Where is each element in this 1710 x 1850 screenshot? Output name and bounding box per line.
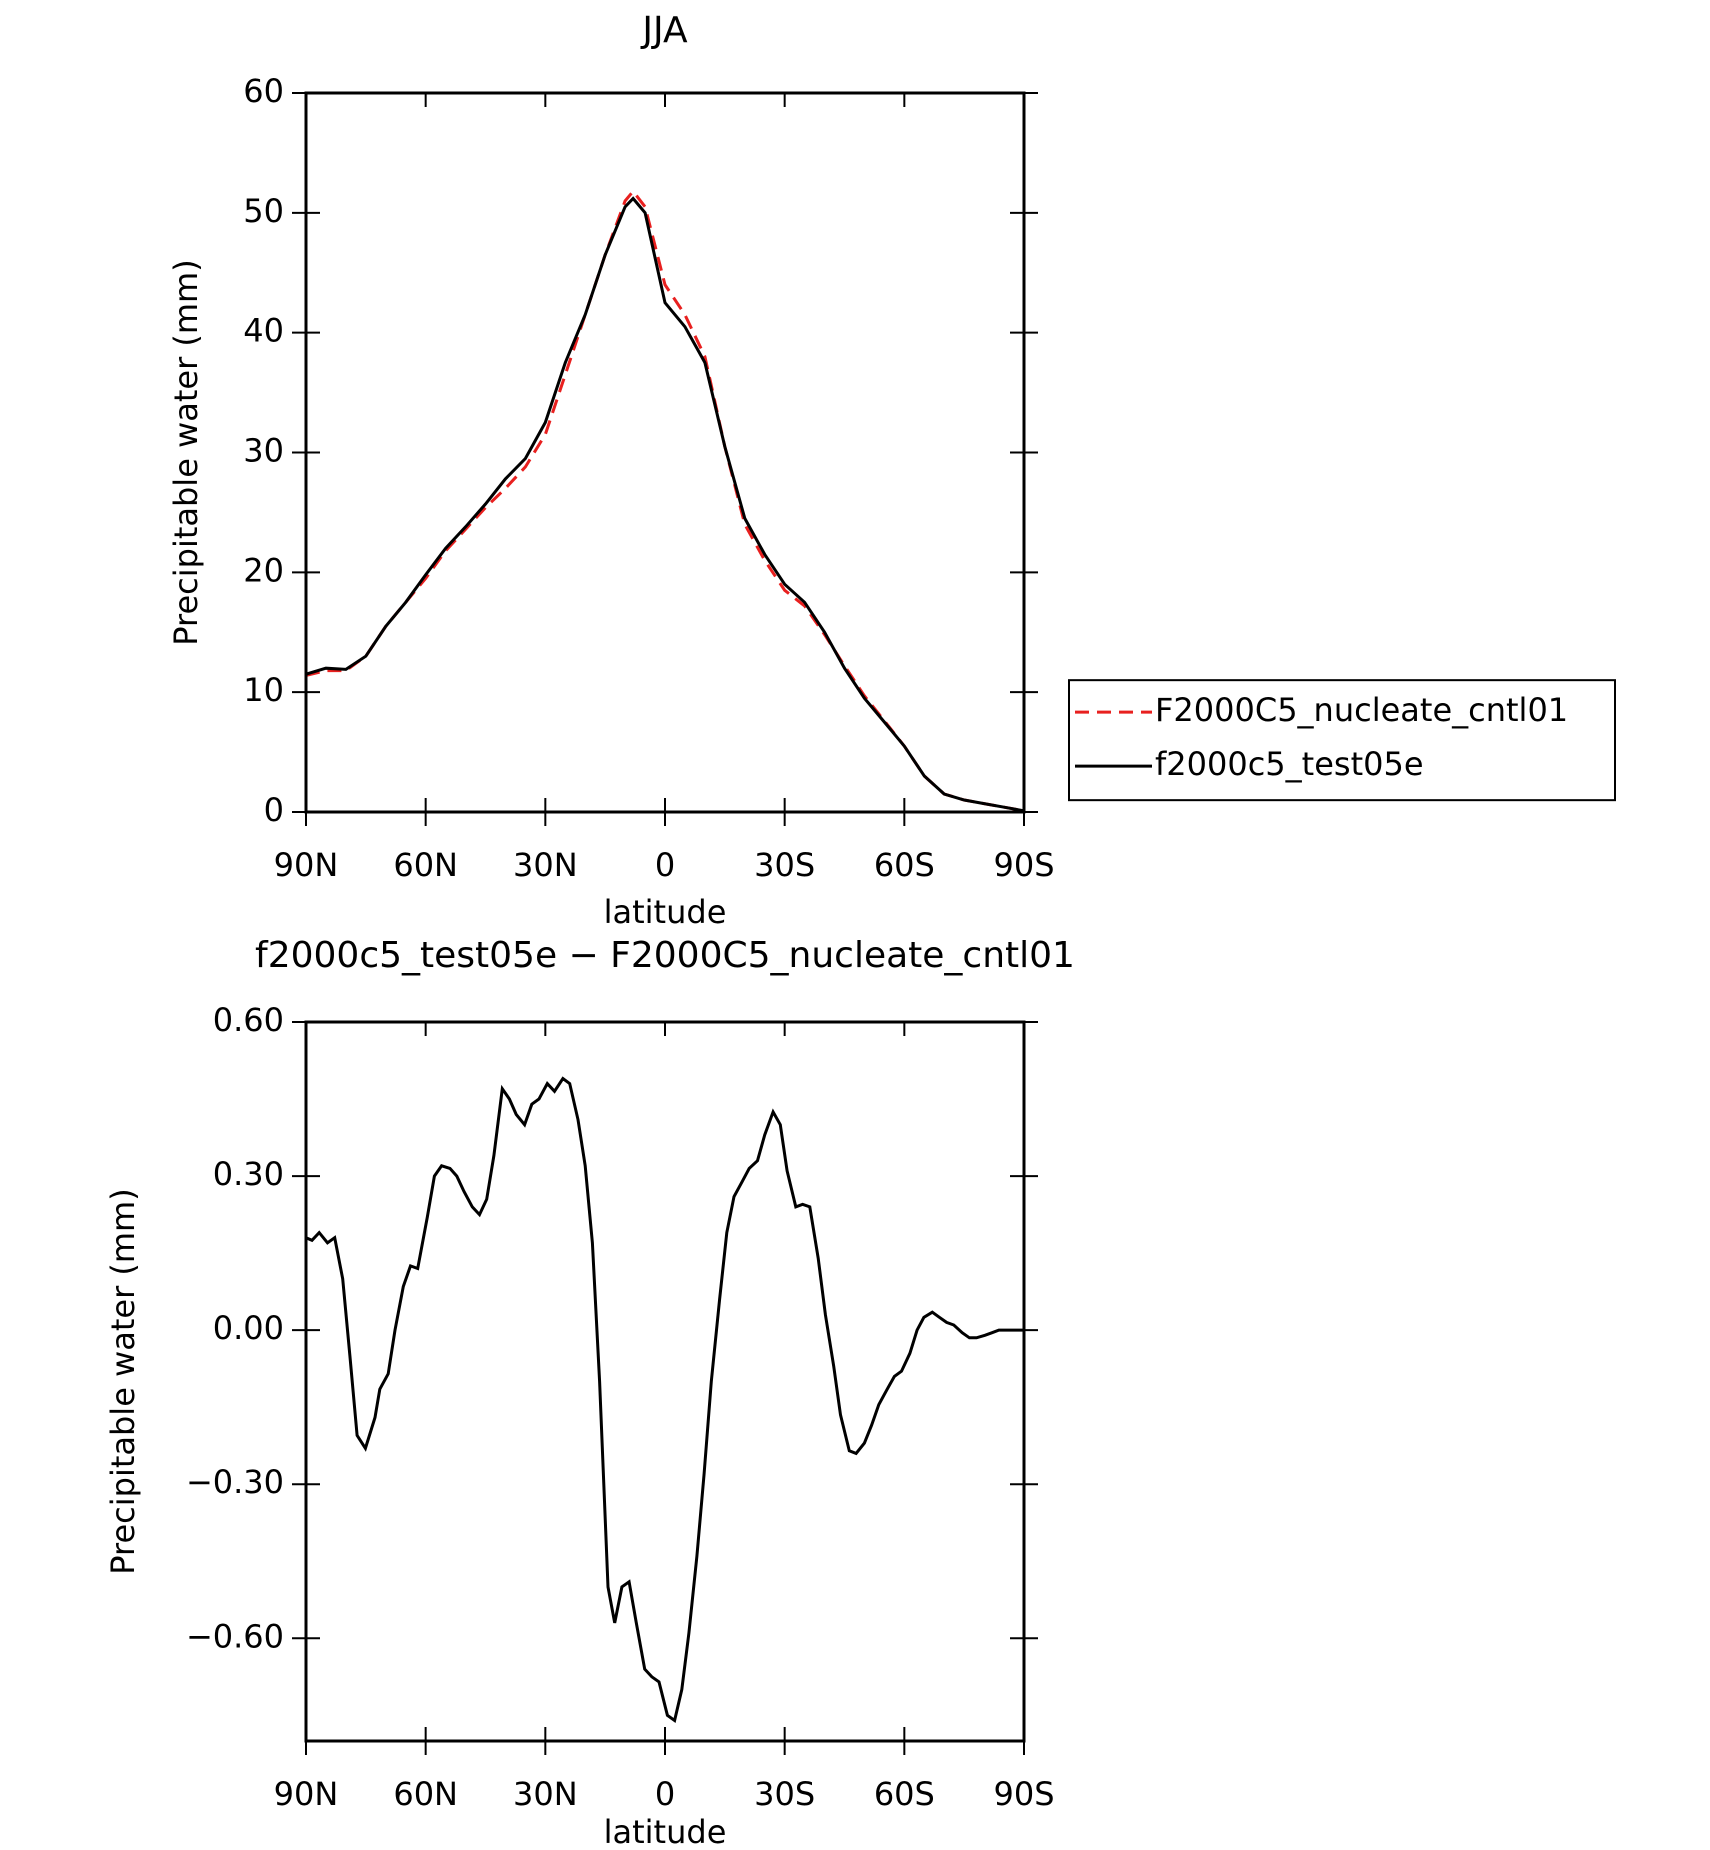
data-line: [305, 196, 1025, 813]
x-tick-label: 90S: [993, 1775, 1054, 1813]
plot-frame: [304, 91, 1026, 814]
legend-box: [1068, 679, 1616, 802]
y-tick-label: 60: [243, 72, 284, 110]
x-tick-label: 30S: [754, 1775, 815, 1813]
y-tick-label: 40: [243, 312, 284, 350]
x-tick-label: 90N: [274, 846, 339, 884]
y-tick-label: −0.30: [186, 1463, 284, 1501]
y-tick-label: −0.60: [186, 1617, 284, 1655]
legend-label: f2000c5_test05e: [1155, 745, 1424, 783]
x-tick-label: 0: [655, 846, 675, 884]
data-line: [305, 188, 1025, 813]
x-axis-label: latitude: [604, 1813, 727, 1850]
y-tick-label: 0: [264, 791, 284, 829]
y-axis-label: Precipitable water (mm): [167, 259, 205, 645]
y-tick-label: 50: [243, 192, 284, 230]
chart-title: f2000c5_test05e − F2000C5_nucleate_cntl0…: [255, 935, 1075, 976]
y-tick-label: 0.30: [213, 1155, 284, 1193]
legend-label: F2000C5_nucleate_cntl01: [1155, 691, 1568, 729]
data-line: [305, 1076, 1024, 1724]
y-tick-label: 0.60: [213, 1001, 284, 1039]
x-tick-label: 30N: [513, 1775, 578, 1813]
y-tick-label: 0.00: [213, 1309, 284, 1347]
chart-title: JJA: [640, 10, 688, 51]
x-tick-label: 60N: [393, 846, 458, 884]
y-tick-label: 20: [243, 551, 284, 589]
x-tick-label: 60S: [874, 846, 935, 884]
x-axis-label: latitude: [604, 893, 727, 931]
x-tick-label: 60N: [393, 1775, 458, 1813]
plot-frame: [304, 1020, 1026, 1743]
y-tick-label: 30: [243, 432, 284, 470]
x-tick-label: 90N: [274, 1775, 339, 1813]
x-tick-label: 30N: [513, 846, 578, 884]
x-tick-label: 30S: [754, 846, 815, 884]
x-tick-label: 60S: [874, 1775, 935, 1813]
y-axis-label: Precipitable water (mm): [104, 1188, 142, 1574]
y-tick-label: 10: [243, 671, 284, 709]
x-tick-label: 0: [655, 1775, 675, 1813]
x-tick-label: 90S: [993, 846, 1054, 884]
